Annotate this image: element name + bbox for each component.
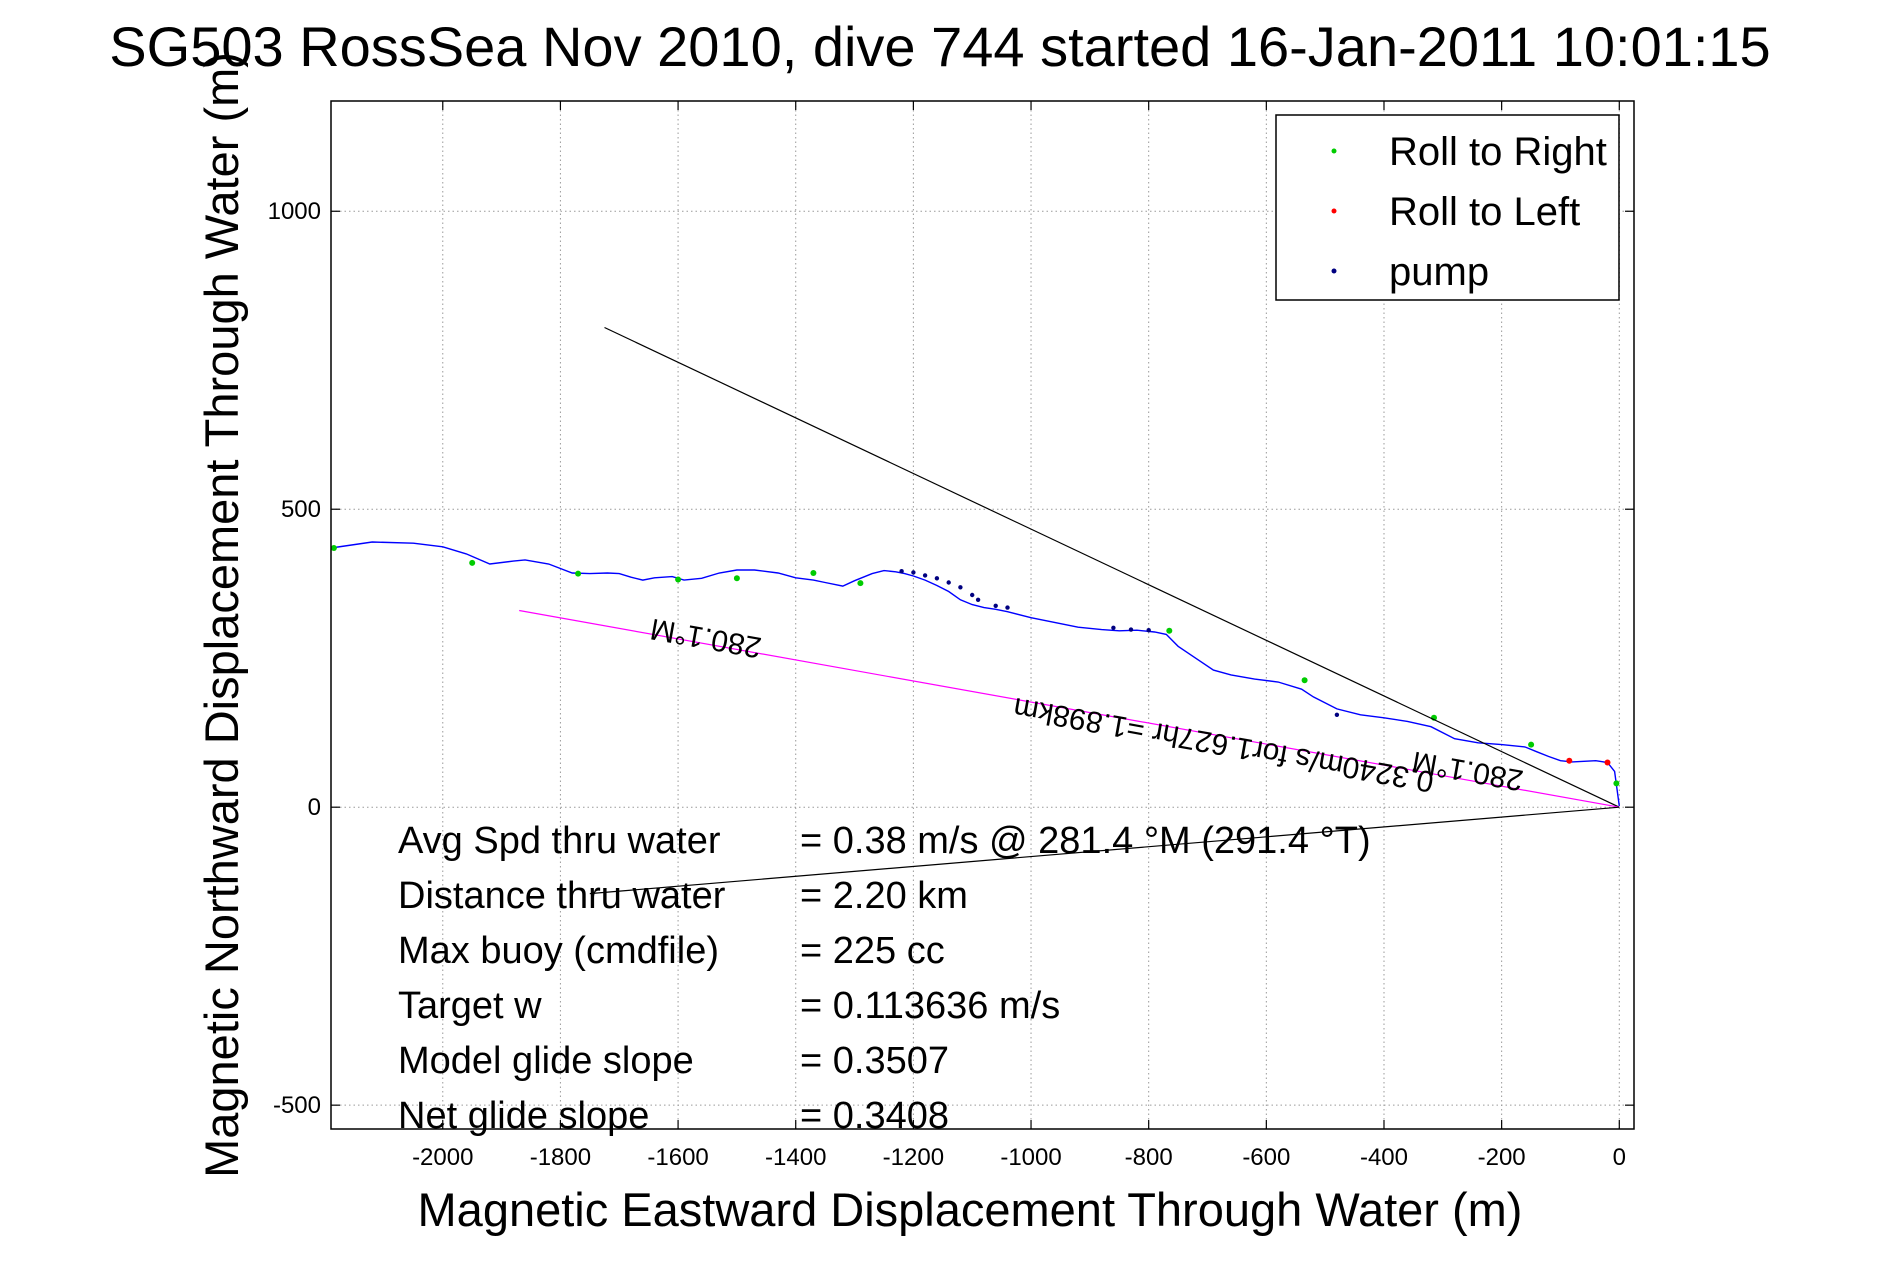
legend-label: Roll to Left	[1389, 190, 1580, 234]
stat-label: Model glide slope	[398, 1040, 694, 1082]
x-tick-label: -1600	[647, 1144, 708, 1171]
plot-frame	[330, 100, 1635, 1130]
stat-label: Max buoy (cmdfile)	[398, 930, 719, 972]
x-tick-label: 0	[1613, 1144, 1626, 1171]
direction-line	[589, 806, 1620, 895]
legend: Roll to Right Roll to Left pump	[1275, 114, 1620, 301]
roll-right-point	[1301, 677, 1308, 684]
x-tick-label: -600	[1242, 1144, 1290, 1171]
roll-right-point	[330, 545, 337, 551]
roll-right-point	[1528, 741, 1535, 748]
legend-label: pump	[1389, 250, 1489, 294]
pump-point	[1111, 625, 1116, 630]
x-tick-label: -2000	[412, 1144, 473, 1171]
pump-point	[899, 569, 904, 574]
x-tick-label: -1800	[530, 1144, 591, 1171]
ticks: -2000 -1800 -1600 -1400 -1200 -1000 -800 -600 -4…	[268, 101, 1634, 1171]
chart-title: SG503 RossSea Nov 2010, dive 744 started…	[109, 15, 1770, 78]
stat-label: Distance thru water	[398, 875, 726, 917]
pump-point	[1146, 628, 1151, 633]
pump-point	[958, 585, 963, 590]
stat-value: = 0.38 m/s @ 281.4 °M (291.4 °T)	[800, 820, 1371, 862]
legend-marker	[1331, 208, 1337, 214]
legend-marker	[1331, 148, 1337, 154]
y-tick-label: 500	[281, 496, 321, 523]
pump-point	[975, 597, 981, 602]
direction-line	[519, 609, 1620, 808]
pump-point	[1128, 627, 1134, 632]
roll-right-point	[733, 575, 740, 582]
legend-marker	[1331, 268, 1337, 274]
roll-right-point	[575, 570, 582, 577]
y-axis-label: Magnetic Northward Displacement Through …	[195, 52, 248, 1178]
x-tick-label: -200	[1478, 1144, 1526, 1171]
legend-label: Roll to Right	[1389, 130, 1607, 174]
stat-value: = 0.3507	[800, 1040, 949, 1082]
pump-point	[911, 570, 916, 575]
stat-value: = 225 cc	[800, 930, 945, 972]
stats-block: Avg Spd thru water = 0.38 m/s @ 281.4 °M …	[398, 820, 1371, 1137]
x-tick-label: -1400	[765, 1144, 826, 1171]
x-axis-label: Magnetic Eastward Displacement Through W…	[418, 1183, 1523, 1236]
stat-value: = 0.113636 m/s	[800, 985, 1060, 1027]
pump-point	[1005, 605, 1010, 610]
data-series	[330, 326, 1620, 895]
roll-right-point	[469, 559, 476, 566]
pump-point	[970, 592, 975, 598]
stat-label: Target w	[398, 985, 542, 1027]
x-tick-label: -1200	[883, 1144, 944, 1171]
x-tick-label: -1000	[1000, 1144, 1061, 1171]
x-tick-label: -400	[1360, 1144, 1408, 1171]
stat-label: Avg Spd thru water	[398, 820, 721, 862]
roll-right-point	[810, 570, 817, 576]
stat-value: = 2.20 km	[800, 875, 968, 917]
pump-point	[946, 580, 951, 585]
direction-line	[604, 326, 1620, 808]
stat-value: = 0.3408	[800, 1095, 949, 1137]
roll-left-point	[1604, 759, 1611, 766]
pump-point	[922, 573, 928, 578]
roll-right-point	[1166, 627, 1173, 634]
track-line	[330, 541, 1620, 807]
roll-right-point	[1613, 780, 1620, 787]
roll-right-point	[857, 580, 864, 587]
y-tick-label: -500	[273, 1092, 321, 1119]
roll-right-point	[675, 576, 682, 583]
pump-point	[993, 603, 998, 608]
pump-point	[934, 576, 940, 581]
legend-items: Roll to Right Roll to Left pump	[1331, 130, 1607, 294]
y-tick-label: 0	[308, 794, 321, 821]
pump-point	[1334, 712, 1340, 717]
roll-left-point	[1566, 757, 1573, 764]
x-tick-label: -800	[1125, 1144, 1173, 1171]
y-tick-label: 1000	[268, 198, 321, 225]
stat-label: Net glide slope	[398, 1095, 649, 1137]
